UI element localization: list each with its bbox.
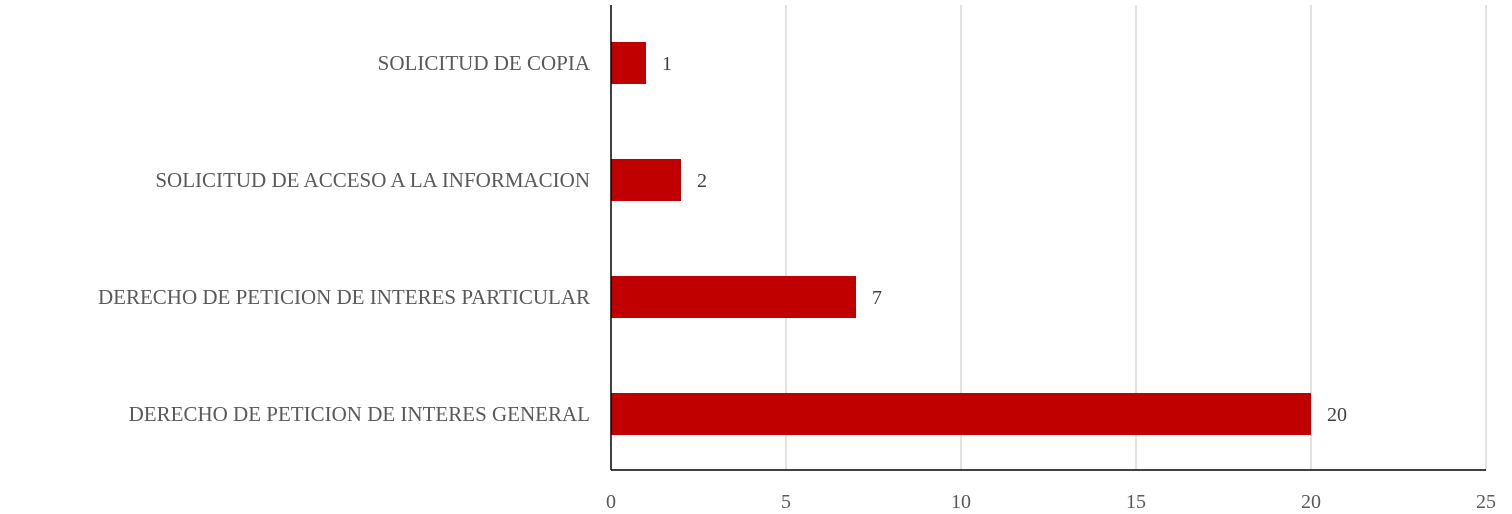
gridlines — [785, 5, 1487, 470]
bar — [611, 159, 681, 201]
category-label: SOLICITUD DE ACCESO A LA INFORMACION — [155, 168, 590, 192]
bar — [611, 42, 646, 84]
category-label: DERECHO DE PETICION DE INTERES PARTICULA… — [98, 285, 590, 309]
category-label: DERECHO DE PETICION DE INTERES GENERAL — [129, 402, 590, 426]
labels: 0 5 10 15 20 25 SOLICITUD DE COPIA 1 SOLICITUD D… — [98, 51, 1496, 513]
data-label: 2 — [697, 170, 707, 192]
axes — [610, 5, 1486, 471]
bars — [611, 42, 1311, 435]
category-label: SOLICITUD DE COPIA — [378, 51, 591, 75]
bar — [611, 393, 1311, 435]
data-label: 20 — [1327, 404, 1347, 426]
x-tick-label: 10 — [951, 491, 971, 513]
x-tick-label: 5 — [781, 491, 791, 513]
x-tick-label: 15 — [1126, 491, 1146, 513]
x-tick-label: 20 — [1301, 491, 1321, 513]
data-label: 7 — [872, 287, 882, 309]
x-tick-label: 0 — [606, 491, 616, 513]
x-tick-label: 25 — [1476, 491, 1496, 513]
data-label: 1 — [662, 53, 672, 75]
bar — [611, 276, 856, 318]
